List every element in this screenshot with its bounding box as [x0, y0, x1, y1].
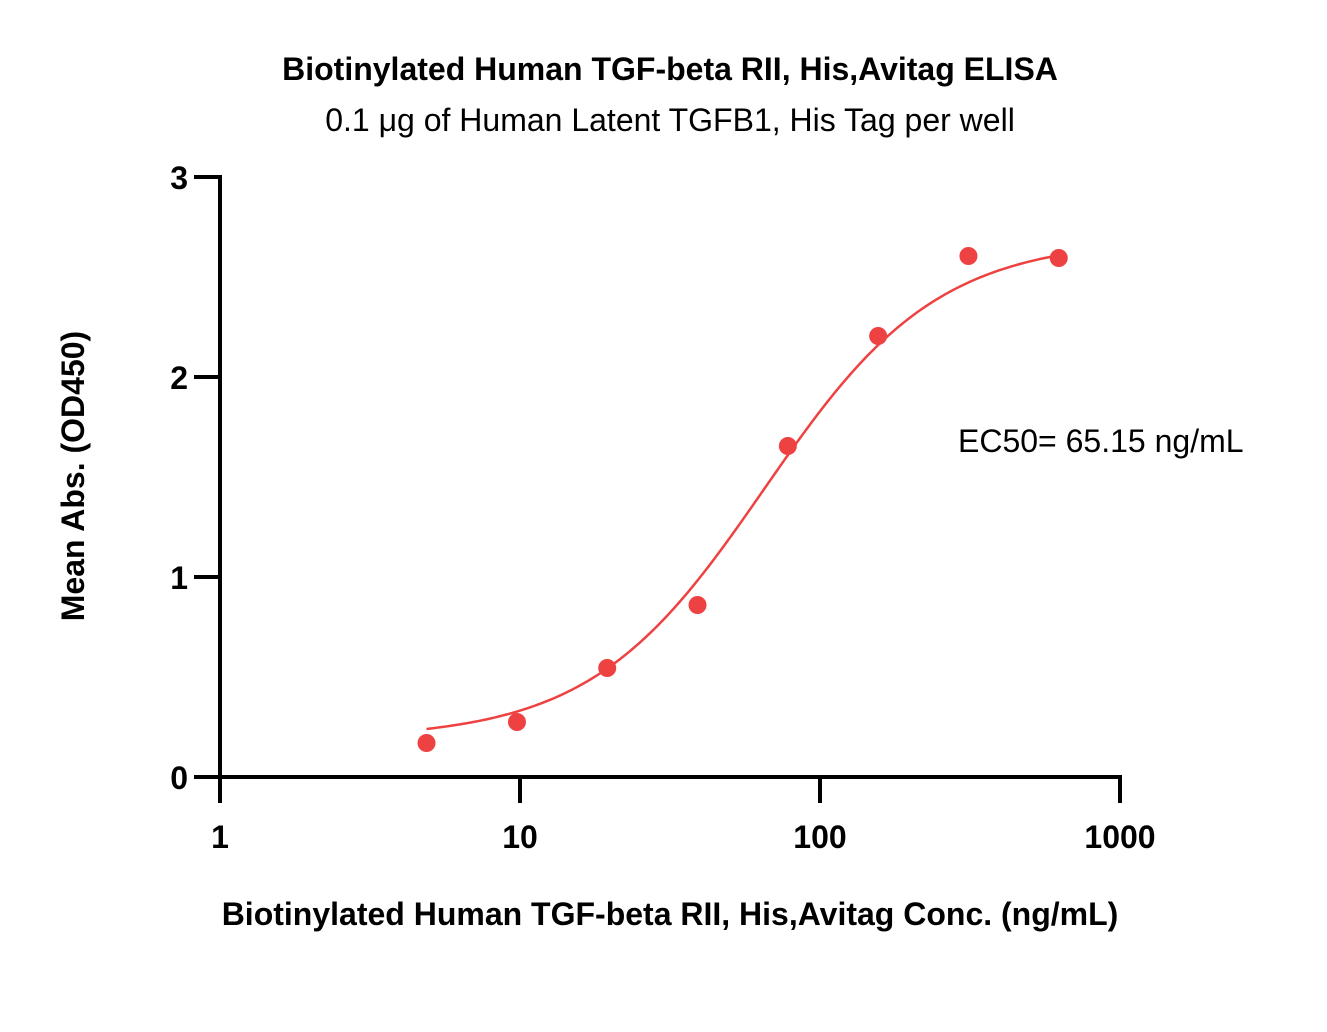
y-tick-label: 1 — [170, 560, 188, 596]
data-point — [778, 437, 797, 455]
y-tick-label: 2 — [170, 360, 188, 396]
data-point — [959, 247, 978, 265]
chart-title: Biotinylated Human TGF-beta RII, His,Avi… — [282, 51, 1058, 87]
x-tick-label: 1000 — [1084, 819, 1155, 855]
x-axis-label: Biotinylated Human TGF-beta RII, His,Avi… — [222, 896, 1119, 932]
data-point — [1049, 249, 1068, 267]
points-layer — [417, 247, 1068, 752]
y-tick-label: 3 — [170, 160, 188, 196]
data-point — [417, 734, 436, 752]
x-tick-label: 100 — [793, 819, 846, 855]
y-tick-label: 0 — [170, 760, 188, 796]
data-point — [507, 713, 526, 731]
data-point — [688, 596, 707, 614]
chart-subtitle: 0.1 μg of Human Latent TGFB1, His Tag pe… — [325, 102, 1015, 138]
data-point — [869, 327, 888, 345]
y-axis-label: Mean Abs. (OD450) — [55, 331, 91, 621]
fit-curve — [426, 254, 1059, 731]
fit-layer — [426, 254, 1059, 731]
x-tick-label: 1 — [211, 819, 229, 855]
data-point — [598, 659, 617, 677]
axes — [194, 175, 1122, 779]
x-tick-label: 10 — [502, 819, 538, 855]
ec50-annotation: EC50= 65.15 ng/mL — [958, 423, 1244, 459]
